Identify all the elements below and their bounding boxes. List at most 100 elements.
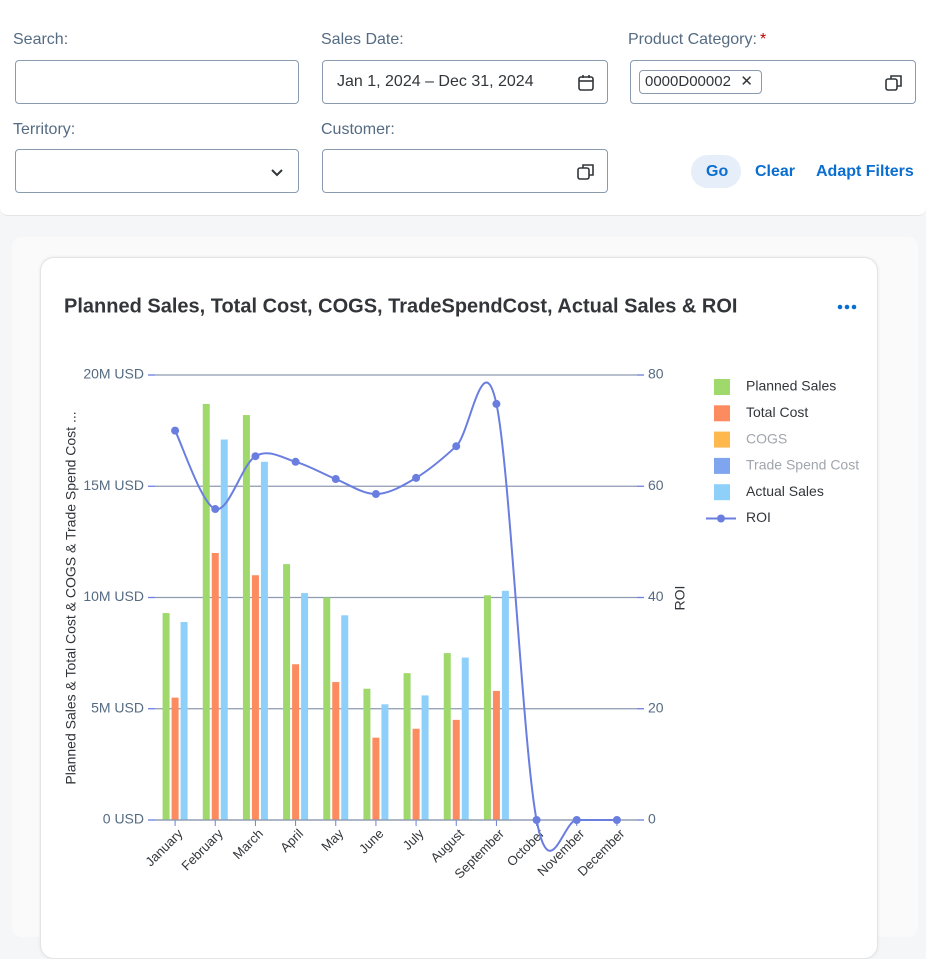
legend-label: Planned Sales — [746, 378, 836, 394]
token[interactable]: 0000D00002 ✕ — [639, 70, 762, 94]
chart: Planned Sales, Total Cost, COGS, TradeSp… — [63, 295, 860, 881]
token-text: 0000D00002 — [645, 73, 731, 90]
bar — [211, 553, 219, 820]
legend-swatch — [714, 379, 730, 395]
customer-input[interactable] — [322, 149, 608, 193]
bar — [242, 415, 250, 820]
chart-card — [40, 257, 878, 959]
point — [211, 505, 220, 514]
value-help-icon[interactable] — [885, 74, 903, 92]
bar — [403, 673, 411, 820]
legend-point — [717, 514, 725, 523]
adapt-filters-button[interactable]: Adapt Filters — [816, 163, 914, 180]
token-remove[interactable]: ✕ — [740, 73, 753, 90]
more-icon[interactable] — [837, 304, 857, 310]
legend-label: ROI — [746, 509, 771, 525]
legend-swatch — [714, 484, 730, 501]
legend-swatch — [714, 431, 730, 448]
bar — [220, 439, 228, 820]
label: Customer: — [321, 121, 395, 138]
legend-swatch — [714, 457, 730, 474]
point — [251, 452, 260, 461]
calendar-icon — [578, 75, 594, 91]
bar — [443, 653, 451, 820]
y2-tick-label: 60 — [648, 477, 664, 493]
point — [532, 816, 541, 824]
chevron-icon — [271, 169, 283, 177]
bar — [381, 704, 389, 820]
bar — [492, 690, 500, 820]
label: Search: — [13, 31, 69, 48]
bar — [341, 615, 349, 820]
y-axis-title: Planned Sales & Total Cost & COGS & Trad… — [63, 411, 79, 784]
clear-button[interactable]: Clear — [755, 163, 796, 180]
point — [572, 816, 581, 824]
bar — [260, 461, 268, 820]
y-tick-label: 20M USD — [83, 366, 144, 382]
y2-tick-label: 20 — [648, 699, 664, 715]
legend-label: Total Cost — [746, 404, 808, 420]
x-tick-label: July — [400, 826, 427, 853]
category-input[interactable]: 0000D00002 ✕ — [630, 60, 916, 104]
x-tick-label: June — [356, 826, 387, 857]
legend-swatch — [714, 405, 730, 422]
chart-title: Planned Sales, Total Cost, COGS, TradeSp… — [64, 295, 738, 317]
bar — [421, 695, 429, 820]
go-label[interactable]: Go — [706, 163, 729, 180]
date-input[interactable]: Jan 1, 2024 – Dec 31, 2024 — [322, 60, 608, 104]
x-tick-label: May — [318, 826, 346, 854]
y-tick-label: 10M USD — [83, 588, 144, 604]
point — [291, 457, 300, 466]
bar — [162, 613, 170, 820]
point — [412, 473, 421, 482]
legend-label: COGS — [746, 430, 787, 446]
bar — [323, 597, 331, 820]
bar — [251, 575, 259, 820]
point — [452, 442, 461, 451]
bar — [483, 595, 491, 820]
search-input[interactable] — [15, 60, 299, 104]
y-tick-label: 0 USD — [103, 811, 144, 827]
required-marker: * — [759, 31, 767, 48]
x-tick-label: March — [230, 826, 266, 862]
y2-axis-title: ROI — [672, 586, 688, 611]
y2-tick-label: 0 — [648, 811, 656, 827]
line — [174, 381, 617, 852]
point — [331, 475, 340, 484]
bar — [283, 564, 291, 820]
point — [371, 490, 380, 499]
bar — [412, 728, 420, 820]
label: Territory: — [13, 121, 76, 138]
point — [612, 816, 621, 824]
bar — [452, 719, 460, 820]
x-tick-label: February — [178, 826, 226, 874]
bar — [292, 664, 300, 820]
y-tick-label: 15M USD — [83, 477, 144, 493]
bar — [461, 657, 469, 820]
bar — [171, 697, 179, 820]
label-text: Product Category: — [628, 31, 757, 48]
label: Sales Date: — [321, 31, 404, 48]
bar — [202, 403, 210, 820]
date-value: Jan 1, 2024 – Dec 31, 2024 — [337, 73, 534, 90]
bar — [301, 593, 309, 820]
legend-label: Actual Sales — [746, 483, 824, 499]
value-help-icon[interactable] — [577, 163, 595, 181]
legend-label: Trade Spend Cost — [746, 457, 859, 473]
y2-tick-label: 40 — [648, 588, 664, 604]
y-tick-label: 5M USD — [91, 699, 144, 715]
x-tick-label: August — [428, 826, 467, 865]
go-button[interactable] — [691, 155, 741, 188]
bar — [501, 590, 509, 820]
x-tick-label: April — [277, 826, 306, 855]
point — [171, 426, 180, 435]
bar — [332, 682, 340, 820]
label: Product Category: * — [628, 31, 766, 49]
y2-tick-label: 80 — [648, 366, 664, 382]
bar — [363, 688, 371, 820]
filter-bar: Search: Sales Date: Jan 1, 2024 – Dec 31… — [0, 0, 926, 216]
bar — [372, 737, 380, 820]
bar — [180, 621, 188, 820]
territory-select[interactable] — [15, 149, 299, 193]
